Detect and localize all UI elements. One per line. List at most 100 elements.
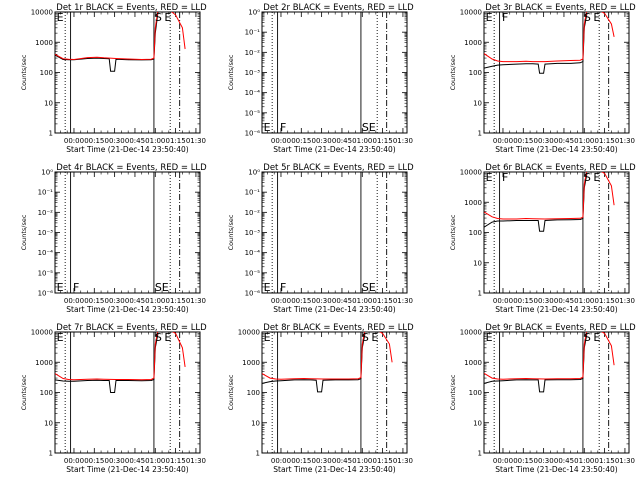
y-tick-label: 10	[473, 99, 482, 107]
y-tick-label: 10⁻⁵	[245, 269, 261, 277]
plot-frame	[483, 171, 630, 294]
x-axis-label: Start Time (21-Dec-14 23:50:40)	[66, 305, 188, 314]
y-tick-label: 10⁻⁶	[38, 290, 54, 298]
lld-rate-line	[262, 332, 393, 380]
y-tick-label: 1	[478, 450, 482, 458]
x-tick-label: 00:15	[84, 457, 104, 465]
segment-marker-f: F	[73, 281, 79, 294]
segment-marker-e: E	[371, 331, 378, 344]
x-tick-label: 00:15	[291, 457, 311, 465]
x-tick-label: 00:30	[534, 137, 554, 145]
plot-frame	[261, 11, 408, 134]
x-axis-label: Start Time (21-Dec-14 23:50:40)	[273, 465, 395, 474]
x-tick-label: 01:30	[186, 137, 206, 145]
y-tick-label: 1	[49, 130, 53, 138]
events-rate-line	[55, 333, 159, 393]
y-axis-label: Counts/sec	[20, 54, 28, 90]
x-tick-label: 01:30	[393, 137, 413, 145]
y-tick-label: 1000	[464, 199, 482, 207]
x-tick-label: 00:15	[291, 137, 311, 145]
y-tick-label: 10⁻³	[245, 229, 261, 237]
x-tick-label: 00:00	[271, 137, 291, 145]
y-axis-label: Counts/sec	[449, 54, 457, 90]
x-tick-label: 00:30	[312, 137, 332, 145]
y-tick-label: 10⁻¹	[245, 29, 261, 37]
segment-marker-s: S	[362, 121, 369, 134]
y-tick-label: 1	[256, 450, 260, 458]
y-axis-label: Counts/sec	[20, 214, 28, 250]
plot-frame	[483, 11, 630, 134]
panel-title: Det 6r BLACK = Events, RED = LLD	[485, 163, 636, 173]
lld-rate-line	[484, 12, 615, 63]
segment-marker-f: F	[502, 11, 508, 24]
x-tick-label: 00:00	[493, 297, 513, 305]
x-tick-label: 00:30	[105, 457, 125, 465]
x-tick-label: 00:15	[84, 297, 104, 305]
x-tick-label: 00:00	[493, 457, 513, 465]
segment-marker-e: E	[264, 331, 271, 344]
panel-det-6: Det 6r BLACK = Events, RED = LLD 1 10 100 10…	[449, 163, 636, 314]
y-tick-label: 10000	[31, 9, 53, 17]
segment-marker-e: E	[264, 281, 271, 294]
x-tick-label: 01:15	[373, 137, 393, 145]
segment-marker-e: E	[369, 121, 376, 134]
x-tick-label: 01:15	[373, 297, 393, 305]
x-tick-label: 01:00	[352, 137, 372, 145]
panel-title: Det 5r BLACK = Events, RED = LLD	[263, 163, 414, 173]
x-tick-label: 01:30	[186, 457, 206, 465]
panel-title: Det 9r BLACK = Events, RED = LLD	[485, 323, 636, 333]
y-tick-label: 1000	[464, 359, 482, 367]
x-tick-label: 01:00	[145, 137, 165, 145]
y-tick-label: 10000	[460, 9, 482, 17]
x-axis-label: Start Time (21-Dec-14 23:50:40)	[66, 145, 188, 154]
x-tick-label: 00:45	[554, 297, 574, 305]
x-axis-label: Start Time (21-Dec-14 23:50:40)	[273, 305, 395, 314]
x-tick-label: 01:00	[574, 457, 594, 465]
segment-marker-s: S	[155, 11, 162, 24]
x-axis-label: Start Time (21-Dec-14 23:50:40)	[495, 305, 617, 314]
y-tick-label: 10⁰	[248, 9, 260, 17]
x-tick-label: 00:45	[125, 297, 145, 305]
segment-marker-e: E	[593, 171, 600, 184]
segment-marker-e: E	[57, 11, 64, 24]
segment-marker-s: S	[584, 11, 591, 24]
y-tick-label: 1000	[464, 39, 482, 47]
segment-marker-e: E	[264, 121, 271, 134]
x-tick-label: 00:45	[125, 137, 145, 145]
events-rate-line	[484, 13, 588, 74]
x-tick-label: 01:00	[352, 297, 372, 305]
x-tick-label: 00:15	[513, 137, 533, 145]
x-tick-label: 01:15	[166, 137, 186, 145]
x-tick-label: 01:00	[145, 297, 165, 305]
plot-frame	[261, 171, 408, 294]
y-tick-label: 10	[473, 259, 482, 267]
panel-det-1: Det 1r BLACK = Events, RED = LLD 1 10 100 10…	[20, 3, 207, 154]
y-tick-label: 10000	[460, 329, 482, 337]
y-tick-label: 1	[49, 450, 53, 458]
x-tick-label: 00:45	[125, 457, 145, 465]
segment-marker-e: E	[57, 331, 64, 344]
y-tick-label: 10⁰	[248, 169, 260, 177]
panel-det-4: Det 4r BLACK = Events, RED = LLD 10⁻⁶ 10⁻⁵…	[20, 163, 207, 314]
segment-marker-e: E	[486, 331, 493, 344]
x-tick-label: 00:00	[64, 137, 84, 145]
events-rate-line	[484, 333, 588, 393]
y-tick-label: 100	[40, 69, 53, 77]
panel-det-9: Det 9r BLACK = Events, RED = LLD 1 10 100 10…	[449, 323, 636, 474]
y-axis-label: Counts/sec	[227, 214, 235, 250]
x-tick-label: 00:30	[534, 457, 554, 465]
segment-marker-s: S	[155, 281, 162, 294]
segment-marker-s: S	[362, 281, 369, 294]
y-tick-label: 10⁻³	[38, 229, 54, 237]
y-tick-label: 100	[469, 69, 482, 77]
x-tick-label: 00:45	[332, 297, 352, 305]
x-tick-label: 00:00	[493, 137, 513, 145]
y-tick-label: 10⁻¹	[245, 189, 261, 197]
x-tick-label: 01:30	[615, 297, 635, 305]
x-tick-label: 00:30	[534, 297, 554, 305]
y-axis-label: Counts/sec	[449, 214, 457, 250]
x-tick-label: 00:00	[64, 457, 84, 465]
x-tick-label: 00:30	[312, 297, 332, 305]
x-tick-label: 00:15	[513, 457, 533, 465]
x-tick-label: 01:15	[595, 457, 615, 465]
